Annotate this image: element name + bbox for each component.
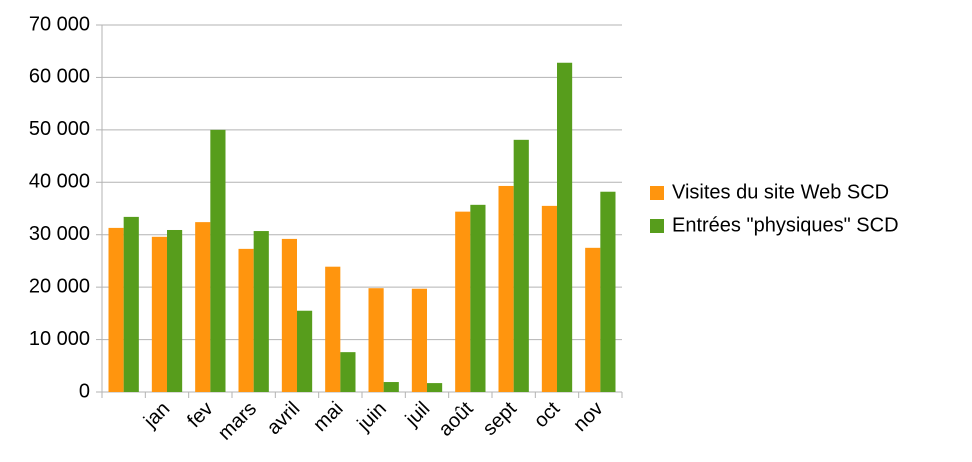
y-tick-label: 40 000 xyxy=(29,171,90,193)
bar xyxy=(600,191,616,392)
y-tick-label: 60 000 xyxy=(29,66,90,88)
bar xyxy=(383,382,399,392)
y-tick-label: 50 000 xyxy=(29,118,90,140)
bar xyxy=(238,248,254,392)
y-tick-label: 20 000 xyxy=(29,275,90,297)
x-tick-label: jan xyxy=(139,398,174,433)
y-tick-label: 30 000 xyxy=(29,223,90,245)
bar xyxy=(123,216,139,392)
x-tick-label: oct xyxy=(530,397,565,432)
x-tick-label: mars xyxy=(214,398,261,445)
bar xyxy=(108,227,124,392)
x-tick-label: avril xyxy=(263,398,304,439)
x-tick-label: sept xyxy=(479,397,522,440)
y-tick-label: 70 000 xyxy=(29,13,90,35)
bar xyxy=(368,288,384,392)
x-tick-label: juin xyxy=(353,398,391,436)
legend-label: Entrées "physiques" SCD xyxy=(672,214,899,236)
bar xyxy=(281,238,297,392)
bar xyxy=(195,222,211,392)
bar xyxy=(557,62,573,393)
bar xyxy=(585,247,601,392)
bar xyxy=(297,310,313,392)
bar xyxy=(151,236,167,392)
bar xyxy=(470,204,486,392)
y-tick-label: 0 xyxy=(79,380,90,402)
legend-swatch xyxy=(650,186,664,200)
bar xyxy=(325,266,341,392)
x-tick-label: juil xyxy=(401,398,435,432)
x-tick-label: nov xyxy=(569,398,607,436)
bar xyxy=(427,383,443,392)
legend-label: Visites du site Web SCD xyxy=(672,181,889,203)
bar xyxy=(340,352,356,392)
bar xyxy=(210,129,226,392)
x-tick-label: mai xyxy=(309,398,347,436)
x-tick-label: août xyxy=(435,397,478,440)
bar xyxy=(167,229,183,392)
bar xyxy=(513,139,529,392)
y-tick-label: 10 000 xyxy=(29,328,90,350)
bar xyxy=(498,185,514,392)
bar xyxy=(411,288,427,392)
bar xyxy=(455,211,471,392)
x-tick-label: fev xyxy=(183,398,217,432)
bar xyxy=(541,205,557,392)
legend-swatch xyxy=(650,219,664,233)
bar xyxy=(253,231,269,392)
